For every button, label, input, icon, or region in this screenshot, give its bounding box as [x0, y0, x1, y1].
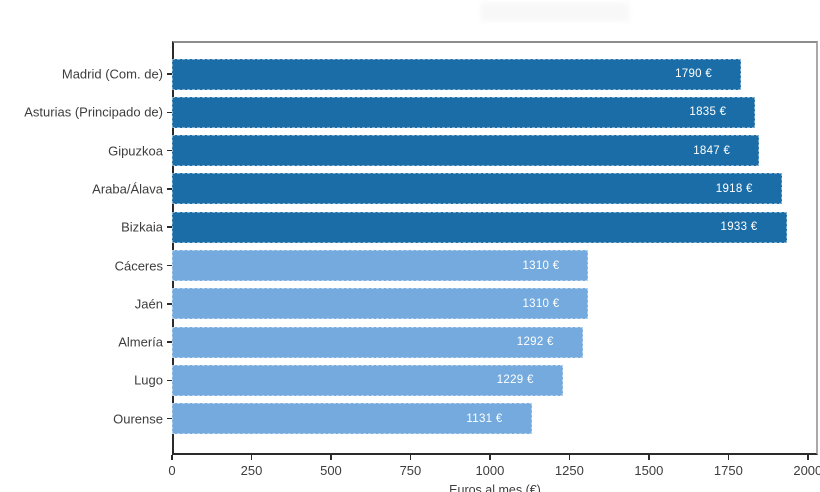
y-tick-mark: [167, 73, 172, 75]
bar-value-label: 1229 €: [496, 374, 534, 387]
y-tick-label-lugo: Lugo: [134, 372, 163, 388]
bar-value-label: 1918 €: [715, 182, 753, 195]
x-tick-mark: [171, 455, 173, 460]
bar-value-label: 1790 €: [675, 68, 713, 80]
y-tick-label-jaen: Jaén: [134, 296, 163, 312]
y-tick-mark: [167, 341, 172, 343]
y-tick-mark: [167, 264, 172, 267]
bar-madrid-com-de: 1790 €: [172, 58, 742, 90]
x-tick-mark: [568, 455, 571, 460]
x-tick-mark: [727, 455, 730, 460]
bar-lugo: 1229 €: [172, 364, 563, 396]
bar-bizkaia: 1933 €: [172, 211, 787, 243]
bar-almeria: 1292 €: [172, 326, 583, 358]
x-tick-mark: [648, 455, 650, 460]
y-tick-label-madrid-com-de: Madrid (Com. de): [61, 66, 163, 82]
faint-watermark-artifact: [480, 2, 630, 22]
x-tick-label-500: 500: [320, 463, 342, 478]
x-axis-title: Euros al mes (€): [449, 483, 541, 492]
bar-caceres: 1310 €: [172, 250, 589, 281]
x-tick-mark: [489, 455, 491, 460]
y-tick-mark: [167, 188, 172, 190]
y-tick-label-araba-alava: Araba/Álava: [92, 181, 163, 197]
x-tick-label-250: 250: [240, 463, 263, 478]
y-tick-label-asturias-principado-de: Asturias (Principado de): [24, 104, 163, 120]
y-tick-label-ourense: Ourense: [113, 411, 163, 427]
bar-araba-alava: 1918 €: [172, 173, 782, 205]
bar-value-label: 1310 €: [522, 297, 560, 310]
x-tick-mark: [807, 455, 809, 460]
x-tick-label-2000: 2000: [793, 463, 820, 478]
x-tick-label-1500: 1500: [634, 463, 664, 478]
bar-asturias-principado-de: 1835 €: [172, 96, 756, 128]
y-tick-label-almeria: Almería: [118, 334, 163, 350]
bar-value-label: 1292 €: [516, 336, 554, 349]
y-tick-label-bizkaia: Bizkaia: [121, 219, 163, 235]
bar-value-label: 1310 €: [522, 259, 560, 272]
bar-value-label: 1933 €: [720, 221, 758, 234]
bar-value-label: 1835 €: [689, 106, 727, 119]
y-tick-label-caceres: Cáceres: [114, 258, 163, 273]
x-tick-mark: [409, 455, 412, 460]
x-tick-label-750: 750: [399, 463, 422, 478]
x-tick-mark: [250, 455, 253, 460]
bar-value-label: 1131 €: [466, 412, 503, 425]
y-tick-mark: [167, 111, 172, 114]
y-tick-mark: [167, 303, 172, 305]
bar-ourense: 1131 €: [172, 403, 532, 435]
x-tick-mark: [330, 455, 332, 460]
x-tick-label-0: 0: [168, 463, 176, 478]
y-tick-mark: [167, 379, 172, 382]
x-tick-label-1000: 1000: [475, 463, 505, 478]
x-tick-label-1750: 1750: [713, 463, 743, 478]
y-tick-label-gipuzkoa: Gipuzkoa: [108, 143, 163, 159]
x-tick-label-1250: 1250: [554, 463, 584, 478]
bar-gipuzkoa: 1847 €: [172, 135, 760, 167]
y-tick-mark: [167, 226, 172, 228]
y-tick-mark: [167, 417, 172, 420]
y-tick-mark: [167, 149, 172, 152]
bar-value-label: 1847 €: [693, 144, 731, 157]
bar-jaen: 1310 €: [172, 288, 589, 320]
